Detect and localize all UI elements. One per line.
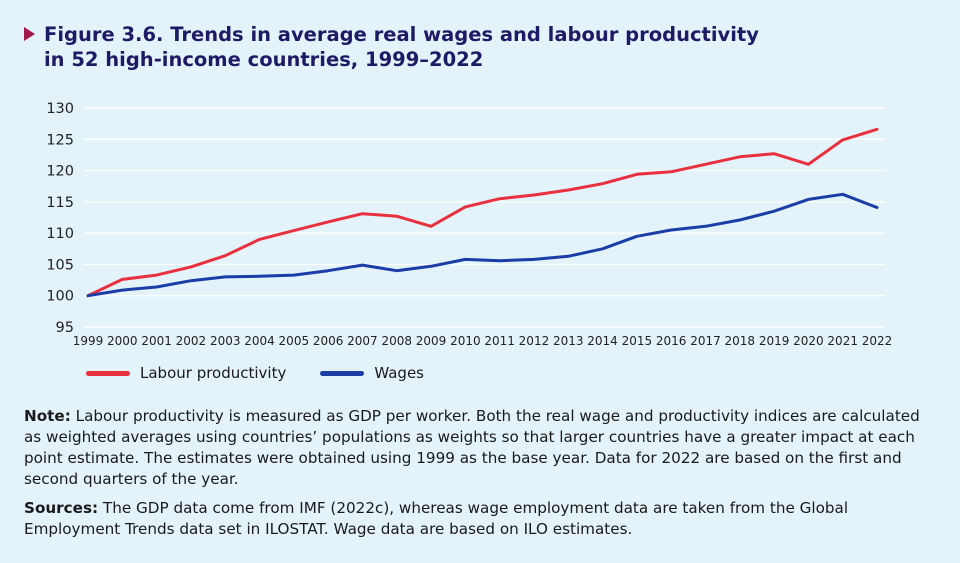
- legend-item-labour-productivity: Labour productivity: [86, 364, 286, 382]
- x-tick-2022: 2022: [862, 334, 893, 348]
- y-tick-100: 100: [46, 289, 74, 305]
- note-paragraph: Note: Labour productivity is measured as…: [24, 406, 936, 490]
- chart-grid: [84, 107, 885, 328]
- chart-series: [86, 127, 879, 298]
- x-tick-2016: 2016: [656, 334, 687, 348]
- x-tick-2013: 2013: [553, 334, 584, 348]
- x-tick-2000: 2000: [107, 334, 138, 348]
- figure-title: Figure 3.6. Trends in average real wages…: [24, 22, 759, 72]
- x-tick-2014: 2014: [587, 334, 618, 348]
- x-tick-2003: 2003: [210, 334, 241, 348]
- legend-swatch-labour-productivity: [86, 370, 130, 376]
- sources-text: The GDP data come from IMF (2022c), wher…: [24, 499, 849, 538]
- x-tick-2010: 2010: [450, 334, 481, 348]
- title-line-1: Figure 3.6. Trends in average real wages…: [44, 23, 759, 46]
- sources-paragraph: Sources: The GDP data come from IMF (202…: [24, 498, 936, 540]
- x-tick-2001: 2001: [141, 334, 172, 348]
- y-tick-105: 105: [46, 257, 74, 273]
- y-tick-120: 120: [46, 164, 74, 180]
- x-tick-2017: 2017: [690, 334, 721, 348]
- x-tick-2008: 2008: [381, 334, 412, 348]
- y-tick-110: 110: [46, 226, 74, 242]
- x-tick-2021: 2021: [827, 334, 858, 348]
- series-line-labour-productivity: [86, 127, 879, 298]
- chart-legend: Labour productivity Wages: [86, 364, 458, 382]
- x-tick-2020: 2020: [793, 334, 824, 348]
- x-tick-2007: 2007: [347, 334, 378, 348]
- legend-label-labour-productivity: Labour productivity: [140, 364, 287, 382]
- note-text: Labour productivity is measured as GDP p…: [24, 407, 920, 488]
- sources-label: Sources:: [24, 499, 99, 517]
- y-tick-95: 95: [56, 320, 74, 336]
- legend-item-wages: Wages: [320, 364, 424, 382]
- x-tick-2018: 2018: [725, 334, 756, 348]
- y-tick-115: 115: [46, 195, 74, 211]
- x-tick-2019: 2019: [759, 334, 790, 348]
- x-tick-2009: 2009: [416, 334, 447, 348]
- y-tick-125: 125: [46, 132, 74, 148]
- x-axis-ticks: 1999 2000 2001 2002 2003 2004 2005 2006 2007 2008…: [73, 334, 893, 348]
- x-tick-2005: 2005: [279, 334, 310, 348]
- y-tick-130: 130: [46, 101, 74, 117]
- x-tick-2002: 2002: [176, 334, 207, 348]
- line-chart: 95 100 105 110 115 120 125 130 1999 2000 2001 2002…: [46, 101, 893, 348]
- x-tick-2006: 2006: [313, 334, 344, 348]
- notes-section: Note: Labour productivity is measured as…: [24, 406, 936, 548]
- title-triangle-icon: [24, 27, 35, 41]
- legend-swatch-wages: [320, 370, 365, 376]
- y-axis-ticks: 95 100 105 110 115 120 125 130: [46, 101, 74, 336]
- x-tick-2004: 2004: [244, 334, 275, 348]
- series-line-wages: [86, 192, 879, 298]
- title-line-2: in 52 high-income countries, 1999–2022: [44, 48, 484, 71]
- x-tick-2015: 2015: [622, 334, 653, 348]
- legend-label-wages: Wages: [374, 364, 424, 382]
- note-label: Note:: [24, 407, 71, 425]
- x-tick-2011: 2011: [484, 334, 515, 348]
- x-tick-1999: 1999: [73, 334, 104, 348]
- x-tick-2012: 2012: [519, 334, 550, 348]
